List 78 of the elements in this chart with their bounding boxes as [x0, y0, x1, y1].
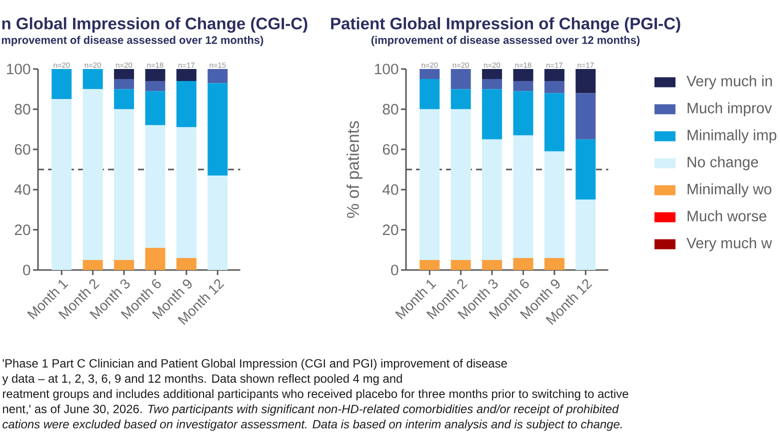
text: reatment groups and includes additional participants who received placebo for three months prior to switching to active	[2, 389, 628, 400]
bar	[513, 135, 534, 258]
text: y data – at 1, 2, 3, 6, 9 and 12 months. Data shown reflect pooled 4 mg and	[2, 374, 402, 386]
bar	[544, 93, 564, 152]
y-tick-label: 60	[382, 144, 398, 155]
legend-label: Minimally wo	[688, 183, 772, 198]
bar	[176, 68, 196, 82]
bar	[513, 91, 534, 136]
y-tick-label: 40	[382, 184, 398, 195]
bar	[482, 79, 502, 90]
y-tick-label: 100	[7, 64, 30, 74]
chart-subtitle: mprovement of disease assessed over 12 months)	[2, 36, 264, 46]
bar	[52, 99, 72, 270]
bar	[544, 151, 564, 258]
bar	[420, 68, 440, 80]
bar	[82, 260, 103, 270]
bar	[576, 200, 596, 270]
bar	[208, 68, 228, 84]
bar	[208, 176, 228, 270]
chart-title: n Global Impression of Change (CGI-C)	[2, 17, 308, 33]
bar	[450, 260, 471, 270]
legend-label: Much worse	[688, 210, 766, 222]
bar	[482, 68, 502, 80]
legend-label: Minimally imp	[688, 129, 776, 144]
legend-label: Much improv	[688, 102, 772, 116]
bar	[82, 68, 103, 90]
bar	[544, 68, 564, 82]
y-axis-title: % of patients	[346, 121, 362, 218]
y-tick-label: 80	[382, 104, 398, 114]
bar	[145, 81, 166, 92]
bar	[208, 83, 228, 176]
bar	[145, 248, 166, 270]
bar	[420, 109, 440, 260]
y-tick-label: 40	[14, 184, 30, 195]
bar	[482, 260, 502, 270]
bar	[482, 139, 502, 260]
bar	[114, 89, 134, 110]
bar	[145, 91, 166, 126]
bar	[114, 79, 134, 90]
bar	[482, 89, 502, 140]
bar	[450, 89, 471, 110]
bar	[176, 81, 196, 128]
y-tick-label: 100	[375, 64, 398, 74]
y-tick-label: 60	[14, 144, 30, 155]
bar	[513, 81, 534, 92]
text: nent,' as of June 30, 2026. Two participants with significant non-HD-related comorbidities and/or receipt of prohibited	[2, 404, 619, 416]
bar	[576, 93, 596, 140]
bar	[145, 125, 166, 248]
bar	[576, 68, 596, 94]
legend-label: Very much in	[686, 75, 772, 90]
text: 'Phase 1 Part C Clinician and Patient Global Impression (CGI and PGI) improvement of disease	[2, 358, 507, 370]
bar	[114, 109, 134, 260]
bar	[114, 260, 134, 270]
bar	[544, 81, 564, 94]
bar	[450, 68, 471, 90]
y-tick-label: 0	[23, 264, 30, 276]
chart-title: Patient Global Impression of Change (PGI-C)	[331, 17, 680, 33]
bar	[82, 89, 103, 260]
text: cations were excluded based on investigator assessment. Data is based on interim analysis and is subject to change.	[2, 420, 622, 431]
y-tick-label: 80	[14, 104, 30, 114]
legend-label: Very much w	[686, 237, 772, 252]
bar	[420, 79, 440, 110]
bar	[576, 139, 596, 200]
legend-label: No change	[688, 156, 758, 170]
bar	[420, 260, 440, 270]
bar	[145, 68, 166, 82]
bar	[176, 127, 196, 258]
chart-subtitle: (improvement of disease assessed over 12 months)	[371, 36, 640, 46]
bar	[544, 258, 564, 270]
bar	[513, 68, 534, 82]
y-tick-label: 20	[382, 224, 398, 236]
bar	[114, 68, 134, 80]
bar	[450, 109, 471, 260]
bar	[513, 258, 534, 270]
y-tick-label: 20	[14, 224, 30, 236]
bar	[52, 68, 72, 100]
y-tick-label: 0	[391, 264, 398, 276]
bar	[176, 258, 196, 270]
